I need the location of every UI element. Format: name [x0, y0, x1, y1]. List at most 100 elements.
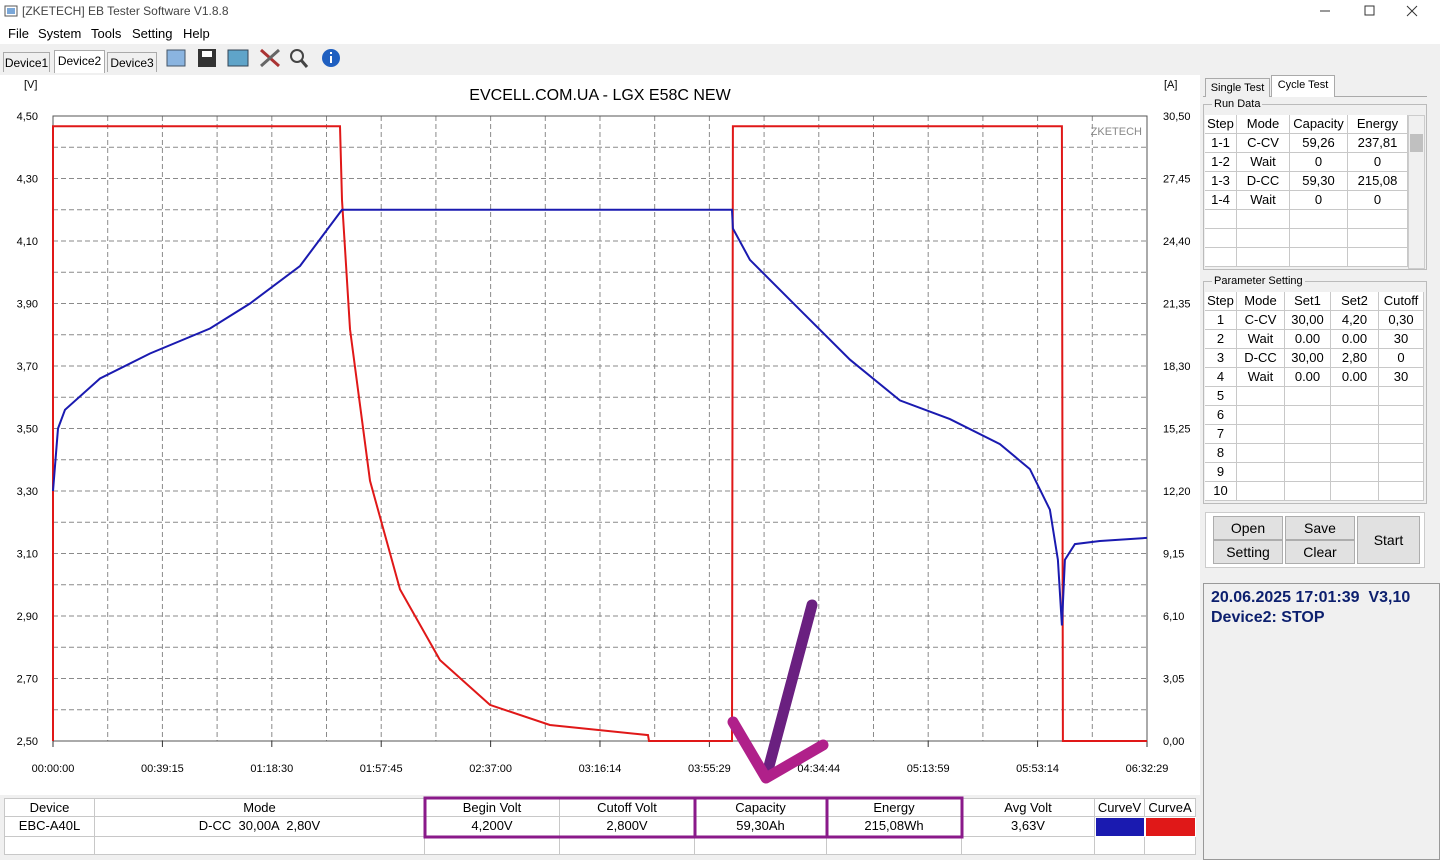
summary-cell — [560, 837, 695, 855]
summary-header: Energy — [827, 798, 962, 817]
run-data-cell — [1290, 229, 1348, 248]
summary-header: CurveV — [1095, 798, 1145, 817]
y-tick-label: 2,90 — [17, 611, 38, 623]
device-tab[interactable]: Device1 — [3, 52, 50, 72]
menu-item[interactable]: Tools — [91, 26, 122, 41]
button[interactable]: Start — [1357, 516, 1420, 564]
run-data-cell — [1348, 229, 1408, 248]
parameter-header: Set1 — [1285, 292, 1331, 311]
parameter-cell — [1285, 444, 1331, 463]
summary-cell: 215,08Wh — [827, 817, 962, 837]
button[interactable]: Setting — [1213, 540, 1283, 564]
summary-cell: EBC-A40L — [4, 817, 95, 837]
run-data-header: Capacity — [1290, 115, 1348, 134]
parameter-cell: 0.00 — [1285, 368, 1331, 387]
parameter-cell — [1285, 425, 1331, 444]
menu-bar — [0, 22, 1440, 44]
parameter-header: Set2 — [1331, 292, 1379, 311]
menu-item[interactable]: Help — [183, 26, 210, 41]
button[interactable]: Open — [1213, 516, 1283, 540]
parameter-cell — [1237, 425, 1285, 444]
status-line: Device2: STOP — [1211, 609, 1325, 626]
device-tab[interactable]: Device2 — [54, 50, 105, 73]
parameter-cell: 0.00 — [1331, 330, 1379, 349]
app-icon — [4, 5, 18, 17]
parameter-header: Mode — [1237, 292, 1285, 311]
parameter-cell: 7 — [1205, 425, 1237, 444]
window-title: [ZKETECH] EB Tester Software V1.8.8 — [22, 4, 229, 18]
y2-tick-label: 12,20 — [1163, 486, 1191, 498]
x-tick-label: 02:37:00 — [469, 763, 512, 775]
summary-header: Begin Volt — [425, 798, 560, 817]
parameter-cell: 8 — [1205, 444, 1237, 463]
parameter-cell: 30 — [1379, 330, 1424, 349]
parameter-cell — [1237, 444, 1285, 463]
y-tick-label: 2,50 — [17, 736, 38, 748]
device-tab[interactable]: Device3 — [107, 52, 157, 72]
summary-header: Cutoff Volt — [560, 798, 695, 817]
menu-item[interactable]: File — [8, 26, 29, 41]
parameter-cell: 10 — [1205, 482, 1237, 501]
run-data-header: Step — [1205, 115, 1237, 134]
run-data-cell: 1-2 — [1205, 153, 1237, 172]
parameter-cell: Wait — [1237, 330, 1285, 349]
y2-tick-label: 15,25 — [1163, 424, 1191, 436]
run-data-cell — [1205, 248, 1237, 267]
y2-tick-label: 6,10 — [1163, 611, 1184, 623]
summary-cell: 2,800V — [560, 817, 695, 837]
parameter-cell: 4 — [1205, 368, 1237, 387]
run-data-cell — [1237, 248, 1290, 267]
parameter-cell: C-CV — [1237, 311, 1285, 330]
summary-cell — [1095, 837, 1145, 855]
run-data-cell: 59,26 — [1290, 134, 1348, 153]
panel-tab[interactable]: Single Test — [1205, 78, 1270, 97]
summary-cell — [962, 837, 1095, 855]
parameter-header: Cutoff — [1379, 292, 1424, 311]
series-line — [52, 125, 1147, 742]
run-data-header: Mode — [1237, 115, 1290, 134]
summary-header: Avg Volt — [962, 798, 1095, 817]
run-data-cell: 0 — [1348, 191, 1408, 210]
scrollbar[interactable] — [1408, 115, 1425, 269]
y-tick-label: 3,30 — [17, 486, 38, 498]
parameter-cell — [1331, 444, 1379, 463]
y-tick-label: 3,70 — [17, 361, 38, 373]
watermark: ZKETECH — [1091, 126, 1142, 138]
parameter-cell — [1331, 482, 1379, 501]
parameter-cell: 2,80 — [1331, 349, 1379, 368]
summary-cell: 4,200V — [425, 817, 560, 837]
run-data-cell: 1-1 — [1205, 134, 1237, 153]
panel-tab[interactable]: Cycle Test — [1271, 75, 1335, 97]
title-bar — [0, 0, 1440, 22]
x-tick-label: 04:34:44 — [797, 763, 840, 775]
button[interactable]: Clear — [1285, 540, 1355, 564]
run-data-cell — [1237, 210, 1290, 229]
parameter-cell — [1285, 406, 1331, 425]
chart-panel — [0, 75, 1200, 795]
parameter-cell — [1379, 482, 1424, 501]
y-tick-label: 2,70 — [17, 674, 38, 686]
y2-tick-label: 18,30 — [1163, 361, 1191, 373]
summary-cell — [95, 837, 425, 855]
run-data-cell — [1290, 248, 1348, 267]
run-data-cell — [1205, 210, 1237, 229]
parameter-cell — [1237, 463, 1285, 482]
menu-item[interactable]: Setting — [132, 26, 173, 41]
parameter-cell: 4,20 — [1331, 311, 1379, 330]
parameter-cell — [1379, 463, 1424, 482]
run-data-cell: 1-3 — [1205, 172, 1237, 191]
parameter-cell — [1237, 387, 1285, 406]
group-title: Run Data — [1212, 98, 1263, 110]
run-data-cell: Wait — [1237, 191, 1290, 210]
parameter-cell: 30 — [1379, 368, 1424, 387]
menu-item[interactable]: System — [38, 26, 82, 41]
run-data-cell — [1290, 210, 1348, 229]
button[interactable]: Save — [1285, 516, 1355, 540]
window-controls[interactable] — [1300, 0, 1440, 22]
parameter-cell: 1 — [1205, 311, 1237, 330]
parameter-cell — [1285, 463, 1331, 482]
parameter-cell — [1331, 406, 1379, 425]
summary-header: Capacity — [695, 798, 827, 817]
parameter-cell — [1331, 425, 1379, 444]
